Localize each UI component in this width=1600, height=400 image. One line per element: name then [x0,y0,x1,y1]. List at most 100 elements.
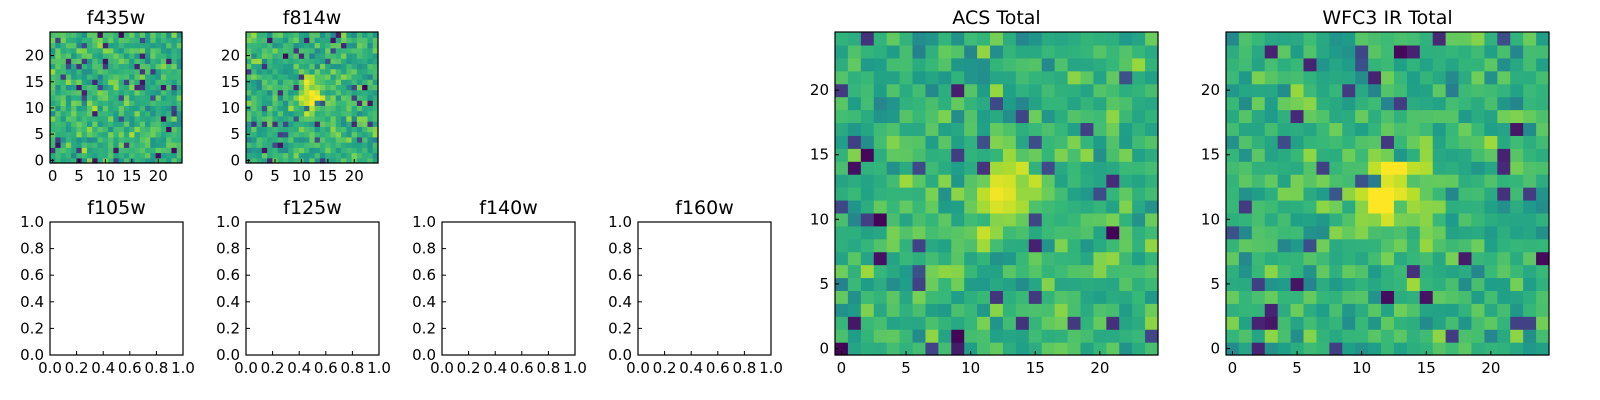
heatmap-cell [1290,199,1305,214]
heatmap-cell [272,152,279,159]
heatmap-cell [1106,225,1120,240]
heatmap-cell [86,84,93,91]
heatmap-cell [166,47,173,54]
heatmap-cell [362,105,369,112]
heatmap-cell [1132,174,1146,188]
heatmap-cell [341,126,347,133]
heatmap-cell [50,147,56,154]
heatmap-cell [60,115,67,122]
heatmap-cell [251,142,258,148]
heatmap-cell [81,79,88,85]
heatmap-cell [304,147,310,154]
heatmap-cell [309,121,316,127]
heatmap-cell [97,121,104,127]
heatmap-cell [282,32,289,38]
x-tick-label: 20 [1481,359,1500,377]
heatmap-cell [171,121,178,127]
heatmap-cell [298,52,305,59]
y-tick-label: 15 [221,73,240,91]
heatmap-cell [261,68,268,75]
heatmap-cell [938,342,952,356]
x-tick-label: 0.8 [732,359,756,377]
heatmap-cell [1419,96,1434,111]
heatmap-cell [1238,238,1253,253]
heatmap-cell [113,147,120,154]
heatmap-cell [155,110,162,117]
heatmap-cell [372,142,379,148]
heatmap-cell [1041,32,1056,46]
heatmap-cell [977,187,991,201]
heatmap-cell [267,79,273,85]
heatmap-cell [1145,122,1159,136]
heatmap-cell [166,157,173,164]
heatmap-cell [1041,70,1056,85]
heatmap-cell [1080,316,1094,330]
heatmap-cell [1132,290,1146,304]
heatmap-cell [129,32,136,38]
heatmap-cell [86,47,93,54]
heatmap-cell [1393,44,1408,59]
heatmap-cell [155,37,162,44]
heatmap-cell [1329,57,1343,72]
heatmap-cell [925,277,939,291]
heatmap-cell [71,152,77,159]
heatmap-cell [1536,238,1550,253]
heatmap-cell [860,212,875,227]
heatmap-cell [102,126,109,133]
heatmap-cell [155,100,162,106]
heatmap-cell [964,83,978,98]
heatmap-cell [86,152,93,159]
heatmap-cell [1264,148,1279,162]
heatmap-cell [351,63,358,70]
heatmap-cell [362,47,369,54]
heatmap-cell [60,157,67,164]
heatmap-cell [1132,212,1146,227]
heatmap-cell [1381,70,1395,85]
heatmap-cell [1015,264,1030,279]
heatmap-cell [60,147,67,154]
heatmap-cell [1226,174,1240,188]
heatmap-cell [1028,290,1043,304]
heatmap-cell [925,212,939,227]
heatmap-cell [1041,342,1056,356]
heatmap-cell [1329,329,1343,343]
y-tick-label: 0.6 [412,266,436,284]
heatmap-cell [362,110,369,117]
heatmap-cell [1471,199,1485,214]
heatmap-cell [951,32,965,46]
heatmap-cell [1015,251,1030,266]
heatmap-cell [1002,161,1017,175]
heatmap-cell [330,100,337,106]
heatmap-cell [256,63,263,70]
heatmap-cell [304,142,310,148]
heatmap-cell [1329,44,1343,59]
heatmap-cell [372,37,379,44]
heatmap-cell [134,100,141,106]
heatmap-cell [319,84,326,91]
heatmap-cell [1368,174,1382,188]
x-tick-label: 0.6 [314,359,338,377]
heatmap-cell [835,212,849,227]
heatmap-cell [176,37,183,44]
heatmap-cell [1432,342,1447,356]
heatmap-cell [1471,148,1485,162]
heatmap-cell [123,115,130,122]
heatmap-cell [102,47,109,54]
heatmap-cell [1342,303,1356,317]
heatmap-cell [1067,316,1082,330]
heatmap-cell [76,121,83,127]
heatmap-cell [1458,277,1473,291]
heatmap-cell [1471,212,1485,227]
y-tick-label: 0.6 [216,266,240,284]
heatmap-cell [55,147,62,154]
heatmap-cell [1303,32,1318,46]
heatmap-cell [113,58,120,65]
y-tick-label: 20 [221,47,240,65]
y-tick-label: 1.0 [216,213,240,231]
heatmap-cell [251,136,258,143]
heatmap-cell [304,110,310,117]
heatmap-cell [309,152,316,159]
heatmap-cell [71,136,77,143]
heatmap-cell [288,73,295,80]
heatmap-cell [1316,122,1330,136]
